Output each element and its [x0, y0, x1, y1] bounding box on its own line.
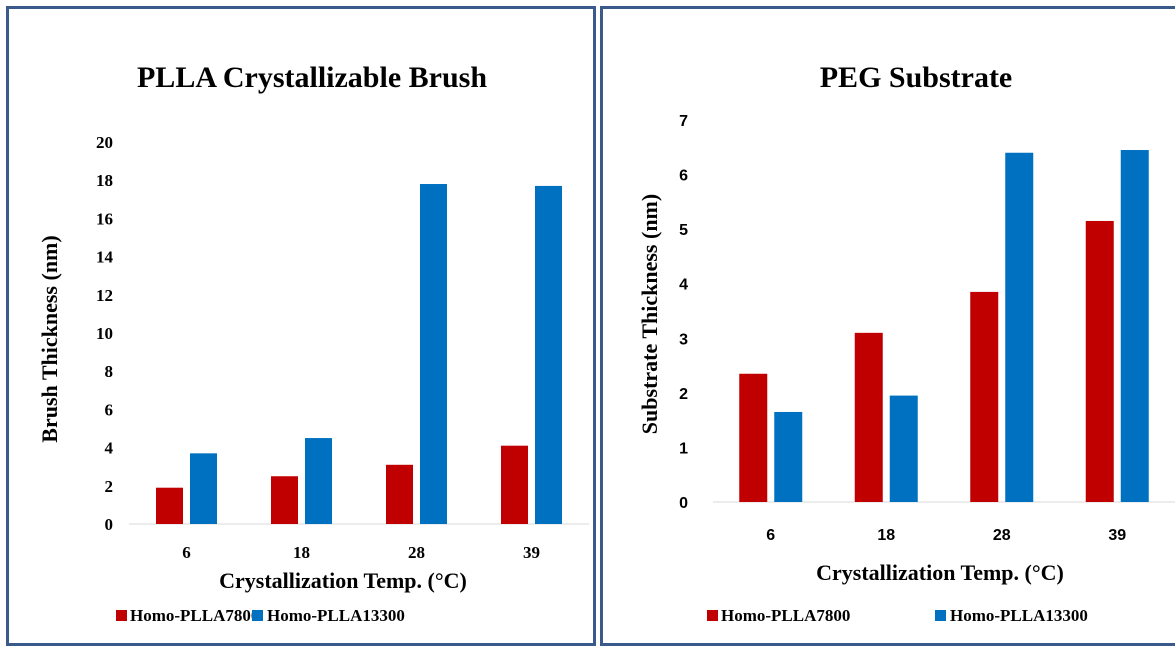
bar-homo-plla7800-28: [386, 464, 413, 524]
y-tick-label: 3: [679, 331, 688, 348]
y-tick-label: 5: [679, 222, 688, 239]
bar-homo-plla13300-6: [774, 411, 803, 502]
y-tick-label: 1: [679, 440, 688, 457]
x-axis-title: Crystallization Temp. (°C): [219, 568, 467, 593]
y-axis-title: Substrate Thickness (nm): [637, 194, 662, 434]
y-tick-label: 0: [105, 515, 114, 534]
bar-homo-plla7800-39: [1085, 220, 1114, 502]
plot-area: 0 1 2 3 4 5 6 7 6 18 28 39: [679, 113, 1175, 544]
bar-homo-plla7800-6: [739, 373, 768, 502]
legend-swatch-homo-plla13300: [935, 610, 946, 621]
y-tick-label: 0: [679, 495, 688, 512]
bar-homo-plla13300-28: [1005, 152, 1034, 502]
bar-homo-plla13300-28: [420, 184, 447, 524]
bar-homo-plla7800-18: [271, 476, 298, 524]
legend: Homo-PLLA7800 Homo-PLLA13300: [707, 606, 1088, 625]
bar-homo-plla13300-39: [535, 185, 562, 524]
bar-homo-plla13300-18: [889, 395, 918, 502]
x-tick-label: 39: [523, 543, 540, 562]
bar-homo-plla7800-28: [970, 291, 999, 502]
y-tick-label: 18: [96, 171, 113, 190]
y-tick-label: 16: [96, 209, 113, 228]
x-tick-label: 6: [182, 543, 191, 562]
x-axis-title: Crystallization Temp. (°C): [816, 560, 1064, 585]
y-tick-label: 2: [105, 477, 114, 496]
plot-area: 0 2 4 6 8 10 12 14 16 18 20 6 18 28 39: [96, 133, 589, 562]
y-tick-label: 4: [105, 439, 114, 458]
bar-homo-plla7800-18: [854, 332, 883, 502]
bar-homo-plla7800-39: [501, 445, 528, 524]
y-tick-label: 7: [679, 113, 688, 130]
left-chart-panel: PLLA Crystallizable Brush Brush Thicknes…: [6, 6, 596, 646]
legend-swatch-homo-plla7800: [707, 610, 718, 621]
y-tick-label: 6: [679, 168, 688, 185]
x-tick-label: 28: [993, 527, 1011, 544]
legend-label-homo-plla7800: Homo-PLLA7800: [130, 606, 259, 625]
brush-thickness-chart: PLLA Crystallizable Brush Brush Thicknes…: [37, 61, 589, 625]
right-chart-panel: PEG Substrate Substrate Thickness (nm) C…: [600, 6, 1175, 646]
substrate-thickness-chart: PEG Substrate Substrate Thickness (nm) C…: [637, 61, 1175, 625]
chart-title: PLLA Crystallizable Brush: [137, 61, 487, 94]
chart-title: PEG Substrate: [820, 61, 1013, 94]
bar-homo-plla13300-18: [305, 438, 332, 524]
y-tick-label: 2: [679, 386, 688, 403]
y-tick-label: 8: [105, 362, 114, 381]
legend-swatch-homo-plla13300: [252, 610, 263, 621]
y-tick-label: 10: [96, 324, 113, 343]
legend: Homo-PLLA7800 Homo-PLLA13300: [116, 606, 405, 625]
y-tick-label: 6: [105, 400, 114, 419]
y-tick-label: 12: [96, 286, 113, 305]
y-tick-label: 20: [96, 133, 113, 152]
x-tick-label: 28: [408, 543, 425, 562]
legend-label-homo-plla13300: Homo-PLLA13300: [267, 606, 405, 625]
y-axis-title: Brush Thickness (nm): [37, 235, 62, 442]
bar-homo-plla7800-6: [156, 487, 183, 524]
y-tick-label: 4: [679, 277, 688, 294]
x-tick-label: 18: [293, 543, 310, 562]
legend-label-homo-plla13300: Homo-PLLA13300: [950, 606, 1088, 625]
x-tick-label: 18: [877, 527, 895, 544]
legend-swatch-homo-plla7800: [116, 610, 127, 621]
bar-homo-plla13300-39: [1120, 150, 1149, 502]
legend-label-homo-plla7800: Homo-PLLA7800: [721, 606, 850, 625]
bar-homo-plla13300-6: [190, 453, 217, 524]
y-tick-label: 14: [96, 248, 114, 267]
x-tick-label: 6: [766, 527, 775, 544]
x-tick-label: 39: [1108, 527, 1126, 544]
